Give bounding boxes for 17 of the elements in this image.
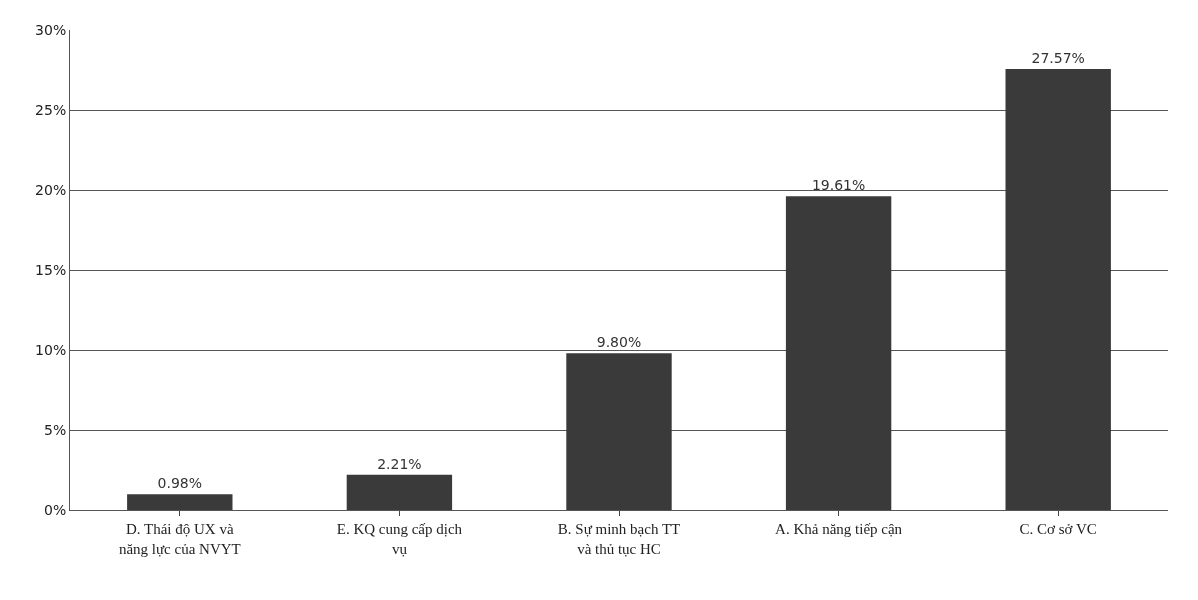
x-tick-label: D. Thái độ UX và năng lực của NVYT [118,521,241,557]
x-tick-label: A. Khả năng tiếp cận [775,521,903,537]
y-tick-label: 5% [43,421,67,438]
y-tick-label: 10% [35,341,67,358]
data-label: 2.21% [377,455,422,472]
y-tick-label: 30% [35,21,67,38]
x-tick-label: C. Cơ sở VC [1019,521,1097,537]
y-tick-label: 20% [35,181,67,198]
data-label: 27.57% [1031,49,1085,66]
y-tick-label: 25% [35,101,67,118]
y-tick-label: 15% [35,261,67,278]
data-label: 19.61% [811,177,866,194]
x-tick-label: E. KQ cung cấp dịch vụ [336,521,463,557]
data-label: 9.80% [596,334,642,351]
y-tick-label: 0% [43,501,67,518]
x-tick-label: B. Sự minh bạch TT và thủ tục HC [557,521,681,557]
data-label: 0.98% [157,475,203,492]
